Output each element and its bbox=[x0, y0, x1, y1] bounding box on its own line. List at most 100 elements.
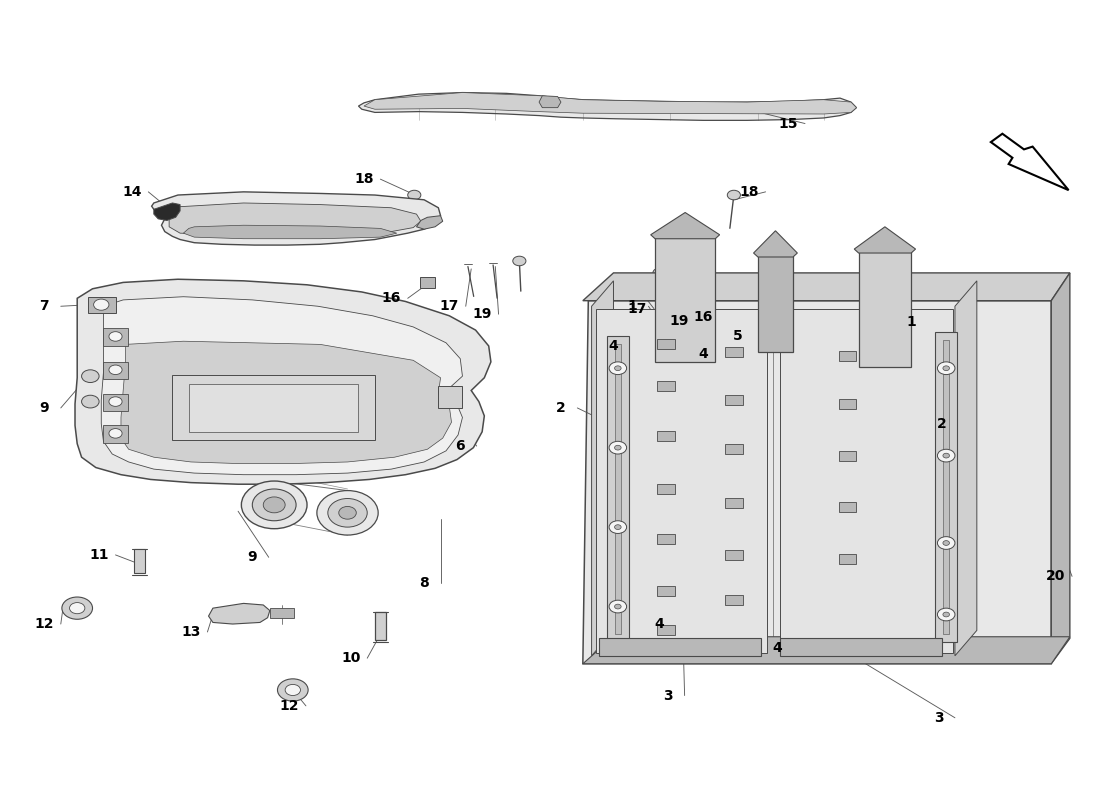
Text: 5: 5 bbox=[734, 330, 744, 343]
Text: 4: 4 bbox=[654, 617, 664, 631]
Bar bbox=[725, 444, 742, 454]
Bar bbox=[270, 608, 294, 618]
Text: 6: 6 bbox=[455, 439, 465, 453]
Circle shape bbox=[615, 446, 622, 450]
Text: 13: 13 bbox=[182, 625, 200, 639]
Circle shape bbox=[757, 286, 770, 295]
Text: 12: 12 bbox=[279, 699, 299, 713]
Text: 17: 17 bbox=[628, 302, 647, 316]
Bar bbox=[375, 612, 386, 640]
Text: 9: 9 bbox=[248, 550, 257, 564]
Bar bbox=[758, 253, 793, 352]
Circle shape bbox=[713, 284, 726, 294]
Circle shape bbox=[277, 679, 308, 701]
Bar bbox=[935, 333, 957, 642]
Bar bbox=[420, 277, 436, 288]
Text: 14: 14 bbox=[122, 185, 142, 199]
Polygon shape bbox=[583, 301, 1052, 664]
Text: 9: 9 bbox=[40, 401, 49, 415]
Text: 4: 4 bbox=[698, 347, 708, 361]
Bar bbox=[725, 550, 742, 560]
Bar bbox=[658, 339, 674, 350]
Text: 12: 12 bbox=[34, 617, 54, 631]
Polygon shape bbox=[780, 309, 953, 653]
Bar bbox=[658, 626, 674, 635]
Circle shape bbox=[609, 362, 627, 374]
Text: 3: 3 bbox=[663, 689, 673, 702]
Polygon shape bbox=[991, 134, 1068, 190]
Text: 17: 17 bbox=[440, 299, 459, 314]
Text: 2: 2 bbox=[937, 417, 947, 431]
Circle shape bbox=[62, 597, 92, 619]
Circle shape bbox=[263, 497, 285, 513]
Bar bbox=[725, 595, 742, 606]
Polygon shape bbox=[75, 279, 491, 484]
Circle shape bbox=[937, 608, 955, 621]
Polygon shape bbox=[154, 203, 180, 221]
Circle shape bbox=[69, 602, 85, 614]
Circle shape bbox=[943, 612, 949, 617]
Polygon shape bbox=[955, 281, 977, 656]
Circle shape bbox=[609, 600, 627, 613]
Circle shape bbox=[109, 365, 122, 374]
Polygon shape bbox=[121, 342, 451, 463]
Text: 16: 16 bbox=[382, 291, 402, 306]
Circle shape bbox=[937, 450, 955, 462]
Polygon shape bbox=[209, 603, 270, 624]
Circle shape bbox=[615, 366, 622, 370]
Bar bbox=[859, 249, 911, 366]
Bar bbox=[839, 351, 857, 362]
Polygon shape bbox=[583, 637, 1070, 664]
Circle shape bbox=[513, 256, 526, 266]
Circle shape bbox=[81, 370, 99, 382]
Circle shape bbox=[943, 454, 949, 458]
Polygon shape bbox=[583, 273, 1070, 301]
Text: 7: 7 bbox=[40, 299, 49, 314]
Polygon shape bbox=[364, 93, 857, 114]
Text: 18: 18 bbox=[739, 185, 759, 199]
Circle shape bbox=[609, 442, 627, 454]
Text: 11: 11 bbox=[89, 548, 109, 562]
Bar bbox=[839, 399, 857, 409]
Bar bbox=[839, 554, 857, 564]
Text: 4: 4 bbox=[608, 339, 618, 353]
Bar bbox=[839, 502, 857, 512]
Circle shape bbox=[109, 429, 122, 438]
Polygon shape bbox=[152, 192, 441, 245]
Polygon shape bbox=[754, 230, 798, 257]
Bar bbox=[658, 484, 674, 494]
Circle shape bbox=[943, 366, 949, 370]
Circle shape bbox=[241, 481, 307, 529]
Bar bbox=[658, 586, 674, 596]
Circle shape bbox=[339, 506, 356, 519]
Text: 19: 19 bbox=[670, 314, 689, 327]
Circle shape bbox=[408, 190, 421, 200]
Circle shape bbox=[328, 498, 367, 527]
Polygon shape bbox=[101, 297, 462, 474]
Polygon shape bbox=[169, 203, 421, 235]
Bar bbox=[103, 329, 128, 346]
Text: 1: 1 bbox=[627, 299, 637, 314]
Polygon shape bbox=[596, 309, 767, 653]
Circle shape bbox=[937, 537, 955, 550]
Bar bbox=[943, 341, 949, 634]
Polygon shape bbox=[359, 93, 857, 120]
Text: 4: 4 bbox=[773, 641, 782, 655]
Bar bbox=[88, 297, 116, 313]
Circle shape bbox=[109, 397, 122, 406]
Circle shape bbox=[615, 604, 622, 609]
Bar bbox=[439, 386, 462, 408]
Bar bbox=[839, 450, 857, 461]
Circle shape bbox=[109, 332, 122, 342]
Polygon shape bbox=[539, 96, 561, 108]
Circle shape bbox=[317, 490, 378, 535]
Bar bbox=[103, 426, 128, 443]
Text: 19: 19 bbox=[473, 307, 492, 321]
Bar bbox=[656, 234, 715, 362]
Bar bbox=[103, 362, 128, 379]
Bar bbox=[615, 344, 622, 634]
Text: 15: 15 bbox=[779, 117, 799, 130]
Circle shape bbox=[937, 362, 955, 374]
Circle shape bbox=[81, 395, 99, 408]
Polygon shape bbox=[417, 216, 442, 229]
